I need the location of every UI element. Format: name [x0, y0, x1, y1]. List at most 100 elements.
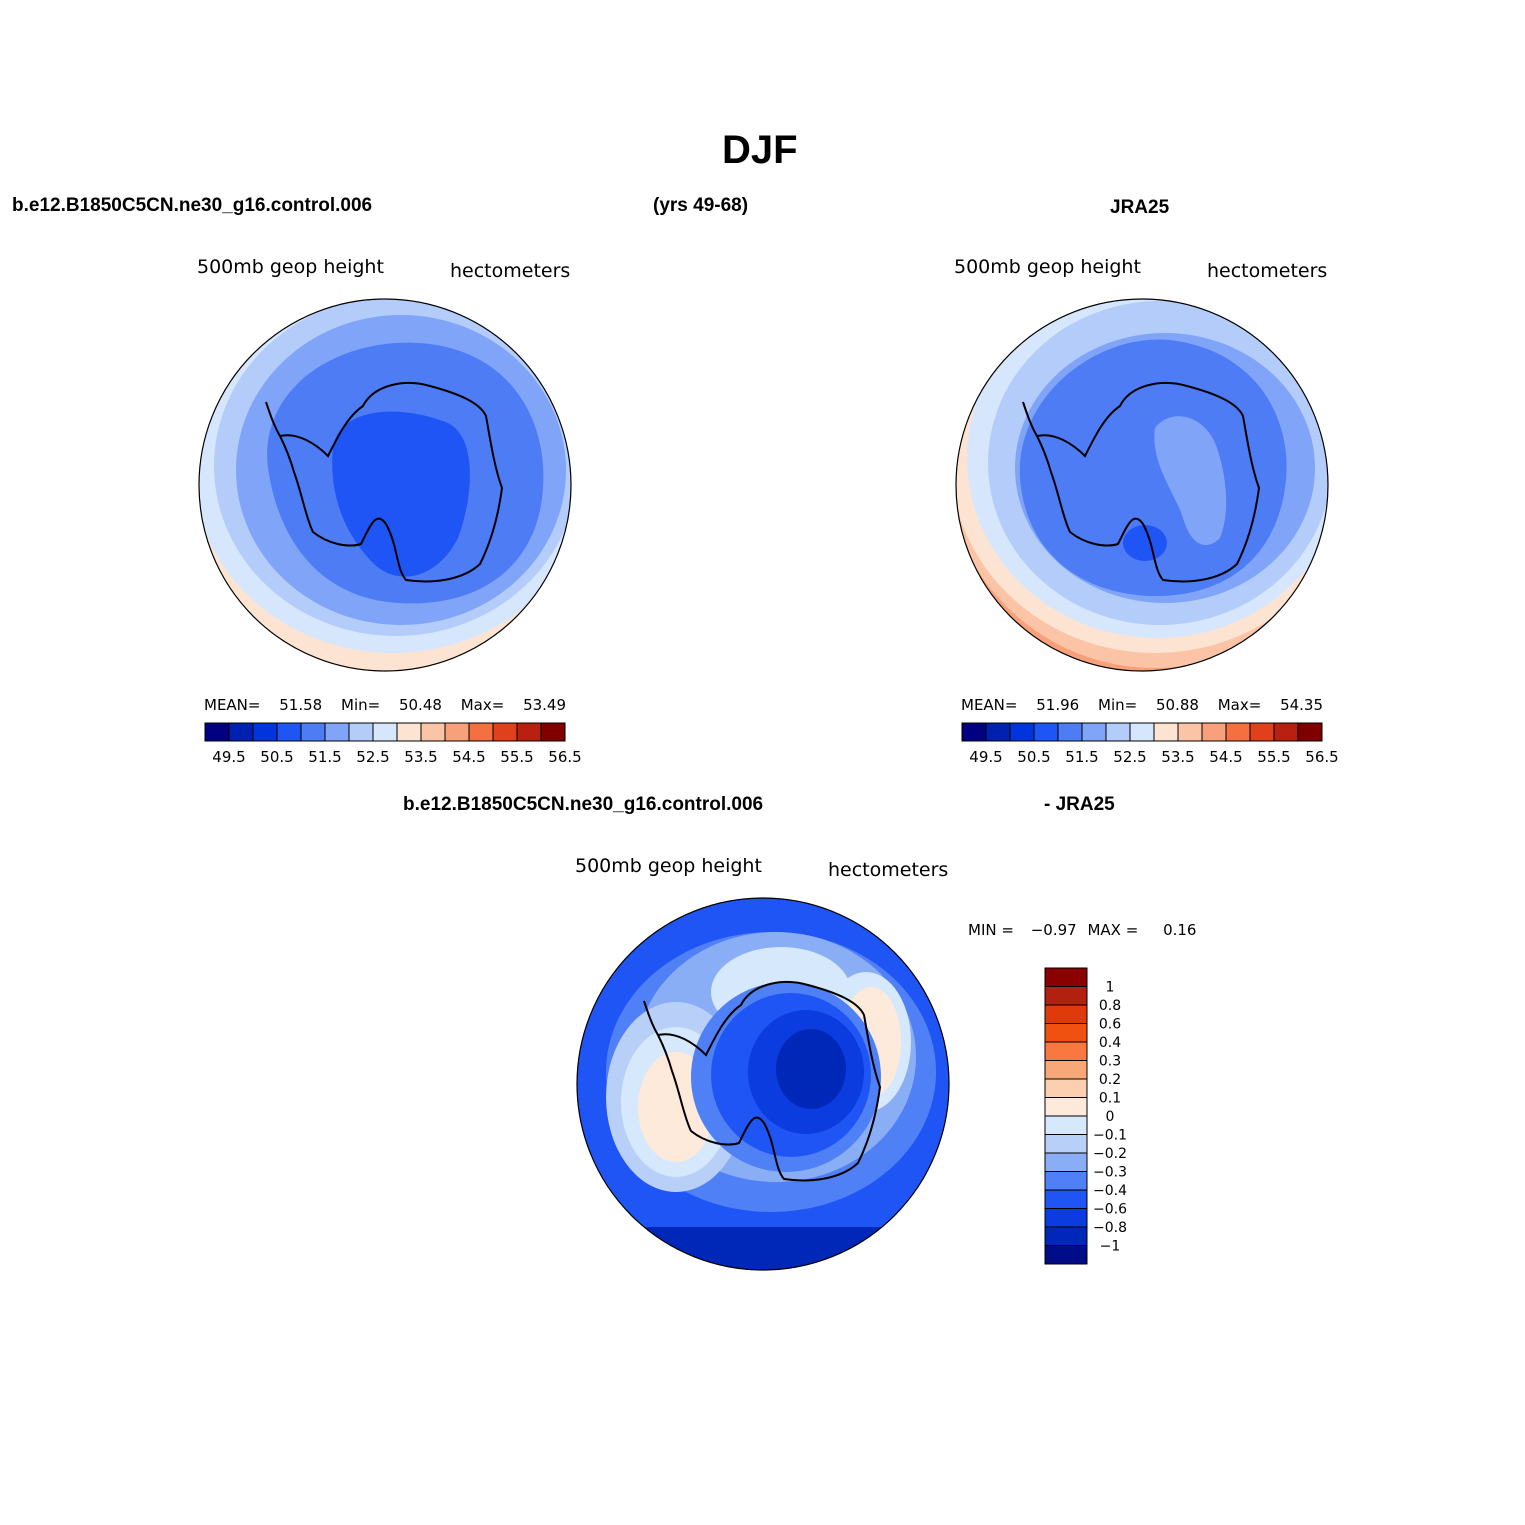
- diff-case-name: b.e12.B1850C5CN.ne30_g16.control.006: [403, 794, 764, 815]
- model-colorbar-box-1: [228, 722, 254, 742]
- model-colorbar-label: 49.5: [212, 748, 245, 766]
- model-peninsula: [265, 401, 281, 437]
- model-colorbar-box-6: [348, 722, 374, 742]
- obs-colorbar-label: 50.5: [1017, 748, 1050, 766]
- model-colorbar-box-0: [204, 722, 230, 742]
- model-variable-label: 500mb geop height: [197, 256, 384, 278]
- obs-stats: MEAN= 51.96 Min= 50.88 Max= 54.35: [961, 696, 1323, 714]
- diff-colorbar-box-12: [1044, 1189, 1088, 1209]
- obs-colorbar-label: 53.5: [1161, 748, 1194, 766]
- model-colorbar-box-5: [324, 722, 350, 742]
- model-mean-value: 51.58: [279, 696, 323, 714]
- diff-units-label: hectometers: [828, 859, 949, 881]
- diff-south-band: [577, 1227, 949, 1270]
- diff-colorbar-box-5: [1044, 1060, 1088, 1080]
- model-min-value: 50.48: [398, 696, 442, 714]
- obs-peninsula: [1022, 401, 1038, 437]
- diff-colorbar-label: 0.8: [1099, 998, 1121, 1014]
- diff-colorbar-label: −0.3: [1093, 1165, 1127, 1181]
- diff-max-value: 0.16: [1163, 921, 1197, 939]
- obs-colorbar-box-6: [1105, 722, 1131, 742]
- model-colorbar-box-12: [492, 722, 518, 742]
- obs-colorbar-label: 55.5: [1257, 748, 1290, 766]
- diff-stats: MIN = −0.97 MAX = 0.16: [968, 921, 1196, 939]
- obs-units-label: hectometers: [1207, 260, 1328, 282]
- obs-colorbar-label: 49.5: [969, 748, 1002, 766]
- model-polar-map: [198, 298, 572, 672]
- diff-colorbar-label: 0.6: [1099, 1017, 1121, 1033]
- model-colorbar-label: 52.5: [356, 748, 389, 766]
- obs-colorbar-label: 52.5: [1113, 748, 1146, 766]
- obs-coastline: [1035, 382, 1261, 583]
- obs-colorbar-box-7: [1129, 722, 1155, 742]
- model-colorbar-label: 51.5: [308, 748, 341, 766]
- diff-colorbar-box-2: [1044, 1004, 1088, 1024]
- diff-polar-map: [576, 897, 950, 1271]
- model-colorbar-box-10: [444, 722, 470, 742]
- diff-colorbar-label: 0: [1106, 1109, 1115, 1125]
- diff-peninsula: [643, 1000, 659, 1036]
- diff-obs-name: - JRA25: [1044, 794, 1115, 815]
- diff-colorbar-box-3: [1044, 1023, 1088, 1043]
- model-stats: MEAN= 51.58 Min= 50.48 Max= 53.49: [204, 696, 566, 714]
- model-colorbar-box-7: [372, 722, 398, 742]
- obs-polar-map: [955, 298, 1329, 672]
- model-coastline: [278, 382, 504, 583]
- diff-colorbar-box-1: [1044, 986, 1088, 1006]
- diff-colorbar-label: −0.8: [1093, 1220, 1127, 1236]
- model-colorbar-label: 50.5: [260, 748, 293, 766]
- model-colorbar-box-2: [252, 722, 278, 742]
- obs-inner-high: [1154, 416, 1227, 546]
- diff-colorbar-label: −1: [1100, 1239, 1121, 1255]
- obs-colorbar-box-5: [1081, 722, 1107, 742]
- diff-colorbar-box-6: [1044, 1078, 1088, 1098]
- obs-max-label: Max=: [1217, 696, 1262, 714]
- obs-colorbar-box-8: [1153, 722, 1179, 742]
- model-colorbar-box-14: [540, 722, 566, 742]
- obs-colorbar-box-4: [1057, 722, 1083, 742]
- model-case-name: b.e12.B1850C5CN.ne30_g16.control.006: [12, 195, 373, 216]
- obs-colorbar-box-11: [1225, 722, 1251, 742]
- obs-colorbar-label: 54.5: [1209, 748, 1242, 766]
- obs-colorbar-box-0: [961, 722, 987, 742]
- obs-max-value: 54.35: [1280, 696, 1324, 714]
- obs-mean-label: MEAN=: [961, 696, 1018, 714]
- model-colorbar-box-3: [276, 722, 302, 742]
- obs-colorbar-box-2: [1009, 722, 1035, 742]
- diff-colorbar-box-0: [1044, 967, 1088, 987]
- obs-mean-value: 51.96: [1036, 696, 1080, 714]
- model-colorbar-label: 54.5: [452, 748, 485, 766]
- diff-coastline: [656, 981, 882, 1182]
- diff-max-label: MAX =: [1087, 921, 1139, 939]
- diff-colorbar-label: 0.4: [1099, 1035, 1121, 1051]
- model-units-label: hectometers: [450, 260, 571, 282]
- diff-colorbar-box-11: [1044, 1171, 1088, 1191]
- model-colorbar-box-9: [420, 722, 446, 742]
- plot-title: DJF: [722, 128, 798, 172]
- obs-colorbar-box-10: [1201, 722, 1227, 742]
- obs-colorbar-label: 56.5: [1305, 748, 1338, 766]
- obs-colorbar-box-13: [1273, 722, 1299, 742]
- obs-colorbar-box-9: [1177, 722, 1203, 742]
- diff-colorbar-label: 0.1: [1099, 1091, 1121, 1107]
- obs-map-border: [955, 298, 1329, 672]
- diff-colorbar-label: −0.6: [1093, 1202, 1127, 1218]
- model-colorbar-box-8: [396, 722, 422, 742]
- diff-min-label: MIN =: [968, 921, 1014, 939]
- model-colorbar-label: 53.5: [404, 748, 437, 766]
- diff-colorbar-box-13: [1044, 1208, 1088, 1228]
- diff-colorbar-box-9: [1044, 1134, 1088, 1154]
- obs-colorbar-box-3: [1033, 722, 1059, 742]
- obs-inner-low: [1123, 525, 1167, 561]
- diff-min-value: −0.97: [1030, 921, 1077, 939]
- diff-colorbar: 1 0.8 0.6 0.4 0.3 0.2 0.1 0 −0.1 −0.2 −0.3 −0.4 −0.6…: [1044, 967, 1127, 1265]
- model-max-value: 53.49: [523, 696, 567, 714]
- obs-colorbar-label: 51.5: [1065, 748, 1098, 766]
- diff-colorbar-label: −0.2: [1093, 1146, 1127, 1162]
- obs-colorbar-box-1: [985, 722, 1011, 742]
- diff-colorbar-label: −0.1: [1093, 1128, 1127, 1144]
- model-colorbar: 49.5 50.5 51.5 52.5 53.5 54.5 55.5 56.5: [204, 722, 582, 766]
- diff-colorbar-label: 0.3: [1099, 1054, 1121, 1070]
- obs-variable-label: 500mb geop height: [954, 256, 1141, 278]
- model-mean-label: MEAN=: [204, 696, 261, 714]
